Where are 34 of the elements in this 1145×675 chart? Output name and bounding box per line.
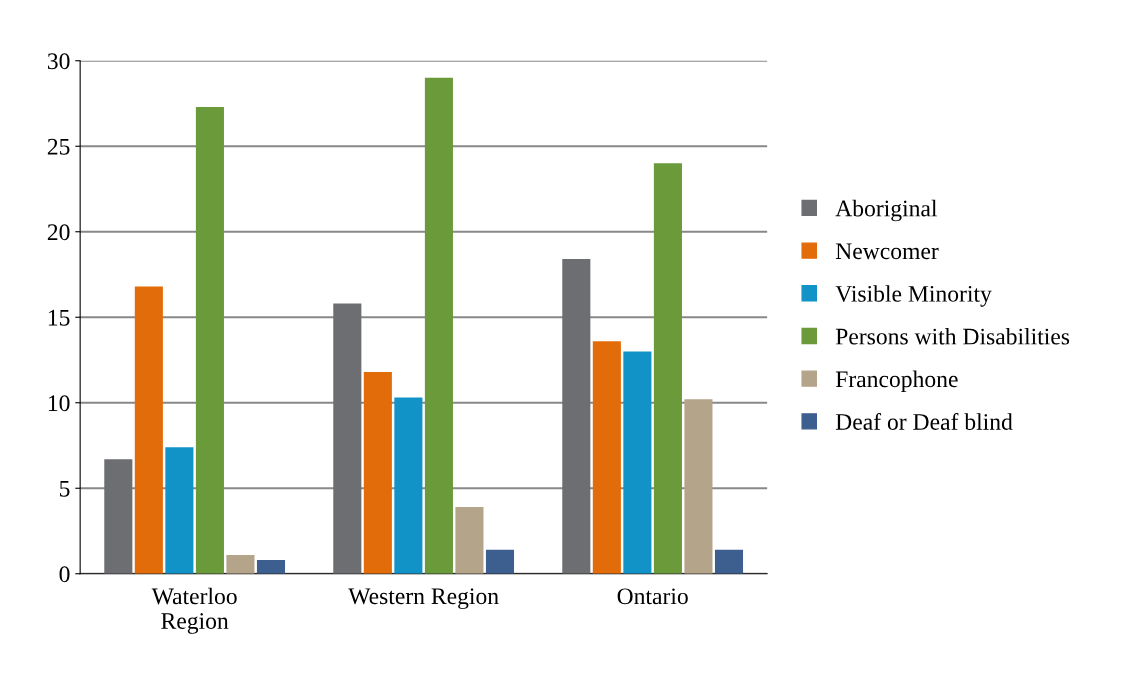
bar [424,77,453,574]
bar [394,397,423,574]
bar [256,560,286,574]
bar [363,371,392,574]
y-tick-label: 15 [48,309,70,326]
bar [134,286,163,574]
y-tick-label: 25 [47,138,70,155]
legend-label: Persons with Disabilities [835,327,1070,345]
bar [333,303,362,574]
bar [714,549,744,574]
y-tick-label: 0 [59,566,70,583]
legend-label: Newcomer [835,243,939,260]
bar [226,554,255,574]
y-tick-label: 20 [47,224,70,241]
y-tick-label: 10 [48,395,70,412]
bar [684,399,713,574]
bar [592,341,621,574]
bar [485,549,515,574]
bar [562,259,591,574]
bar [195,106,224,574]
legend-label: Deaf or Deaf blind [835,413,1013,430]
bar [104,459,133,574]
bar [653,163,682,574]
y-tick-label: 30 [47,53,70,70]
y-tick-label: 5 [59,480,70,497]
legend-label: Francophone [835,370,958,393]
bar [455,507,484,574]
bar [623,351,652,574]
legend-label: Visible Minority [835,285,992,307]
x-tick-label: Western Region [348,588,499,610]
legend-label: Aboriginal [835,199,938,222]
x-tick-label: Ontario [617,588,688,605]
bar [165,447,194,574]
x-tick-label: Waterloo Region [151,587,237,634]
